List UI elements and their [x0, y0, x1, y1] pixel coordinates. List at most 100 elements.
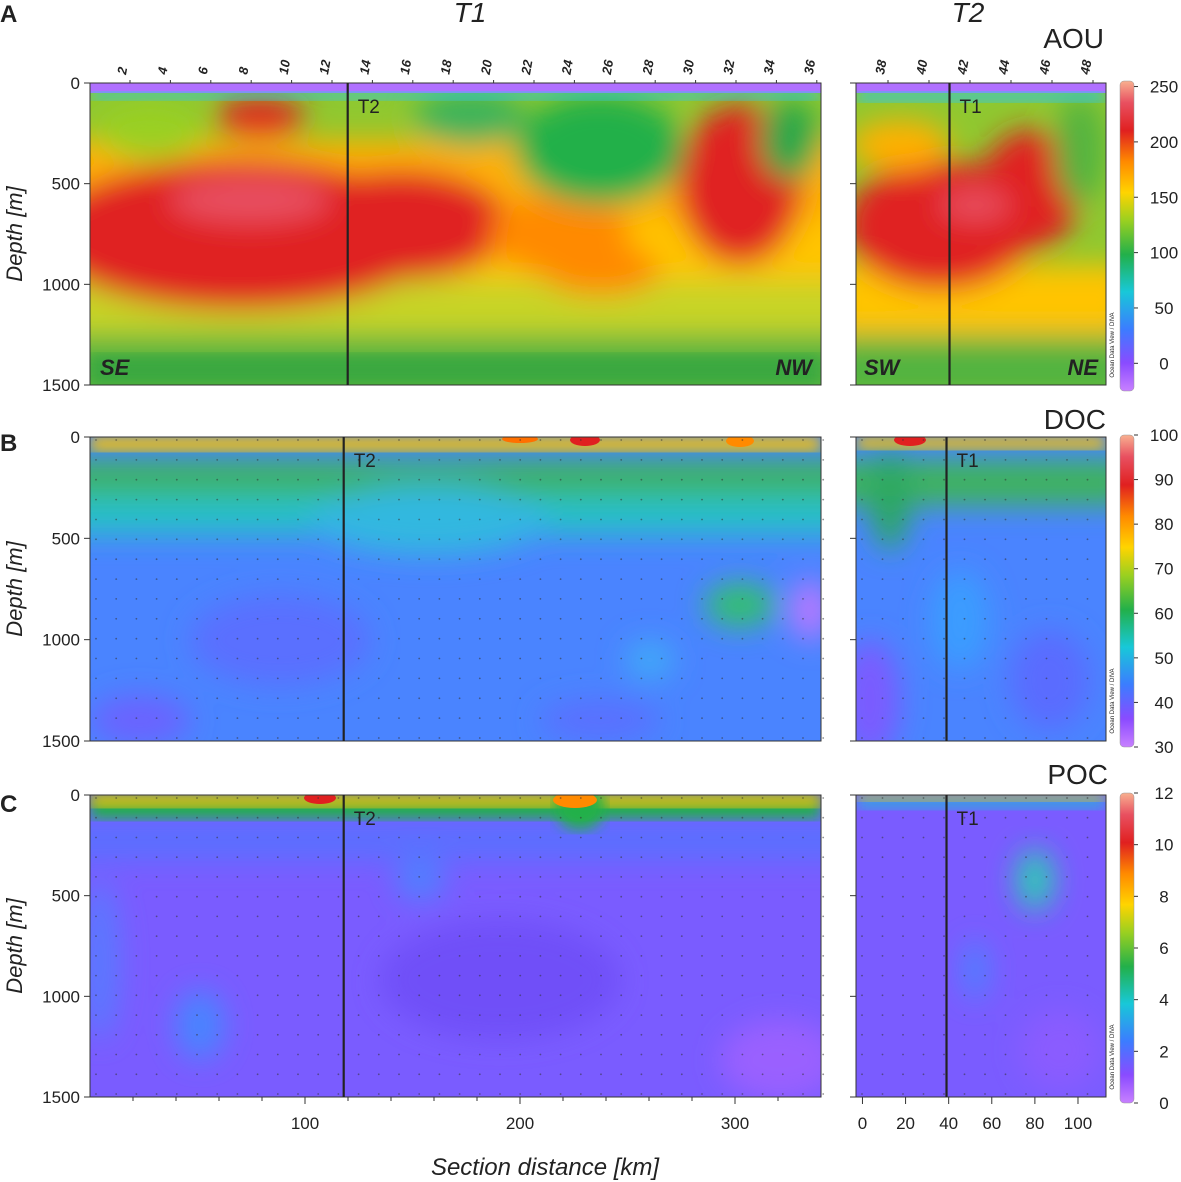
- sample-point: [721, 895, 724, 898]
- sample-point: [943, 1073, 945, 1076]
- doc-t1-frame: [89, 436, 822, 742]
- sample-point: [1025, 955, 1027, 957]
- sample-point: [680, 637, 683, 640]
- sample-point: [499, 935, 501, 937]
- sample-point: [499, 737, 501, 739]
- sample-point: [640, 955, 643, 957]
- sample-point: [1086, 498, 1089, 501]
- sample-point: [196, 737, 198, 739]
- sample-point: [1086, 1093, 1089, 1095]
- sample-point: [640, 816, 643, 819]
- sample-point: [175, 915, 178, 918]
- sample-point: [721, 1033, 724, 1036]
- sample-point: [640, 1053, 643, 1056]
- sample-point: [377, 1073, 380, 1076]
- sample-point: [196, 974, 198, 977]
- sample-point: [600, 974, 602, 977]
- sample-point: [377, 598, 380, 600]
- sample-point: [761, 836, 764, 839]
- sample-point: [539, 478, 542, 481]
- sample-point: [256, 518, 259, 521]
- sample-point: [478, 498, 481, 501]
- sample-point: [539, 935, 542, 937]
- sample-point: [781, 498, 784, 501]
- station-numbers-t1: 2 4 6 8 10 12 14 16 18 20 22 24 26 28 30 32 34 36: [114, 58, 818, 83]
- station-number: 14: [357, 58, 374, 76]
- sample-point: [943, 856, 945, 859]
- sample-point: [478, 617, 481, 620]
- sample-point: [922, 518, 925, 521]
- sample-point: [781, 637, 784, 640]
- sample-point: [216, 876, 219, 878]
- sample-point: [317, 617, 320, 620]
- sample-point: [377, 657, 380, 660]
- sample-point: [741, 797, 744, 799]
- sample-point: [519, 1033, 522, 1036]
- sample-point: [600, 459, 602, 461]
- sample-point: [579, 478, 582, 481]
- sample-point: [1066, 836, 1068, 839]
- sample-point: [1066, 657, 1068, 660]
- sample-point: [922, 737, 925, 739]
- direction-label-se: SE: [100, 355, 131, 380]
- sample-point: [781, 578, 784, 580]
- sample-point: [1004, 1033, 1007, 1036]
- sample-point: [1004, 598, 1007, 600]
- sample-point: [276, 876, 279, 878]
- sample-point: [984, 1053, 986, 1056]
- sample-point: [438, 797, 441, 799]
- sample-point: [741, 558, 744, 561]
- sample-point: [822, 856, 825, 859]
- sample-point: [559, 598, 562, 600]
- direction-label-nw: NW: [775, 355, 814, 380]
- sample-point: [861, 518, 863, 521]
- sample-point: [579, 617, 582, 620]
- sample-point: [115, 1033, 118, 1036]
- sample-point: [620, 538, 623, 541]
- sample-point: [196, 915, 198, 918]
- sample-point: [741, 955, 744, 957]
- sample-point: [861, 974, 863, 977]
- sample-point: [276, 955, 279, 957]
- sample-point: [781, 1014, 784, 1016]
- sample-point: [337, 836, 340, 839]
- sample-point: [741, 1093, 744, 1095]
- station-number: 30: [680, 58, 697, 76]
- sample-point: [701, 459, 703, 461]
- sample-point: [902, 697, 904, 700]
- sample-point: [175, 856, 178, 859]
- sample-point: [438, 836, 441, 839]
- sample-point: [297, 1093, 299, 1095]
- sample-point: [276, 717, 279, 719]
- sample-point: [1004, 974, 1007, 977]
- sample-point: [761, 697, 764, 700]
- sample-point: [680, 657, 683, 660]
- sample-point: [115, 558, 118, 561]
- sample-point: [95, 558, 97, 561]
- sample-point: [741, 598, 744, 600]
- sample-point: [519, 915, 522, 918]
- sample-point: [377, 876, 380, 878]
- sample-point: [881, 1014, 884, 1016]
- sample-point: [701, 1053, 703, 1056]
- sample-point: [337, 578, 340, 580]
- sample-point: [1086, 974, 1089, 977]
- sample-point: [943, 637, 945, 640]
- sample-point: [640, 598, 643, 600]
- station-number: 38: [872, 58, 889, 76]
- sample-point: [297, 637, 299, 640]
- sample-point: [276, 518, 279, 521]
- sample-point: [357, 598, 360, 600]
- sample-point: [579, 1053, 582, 1056]
- sample-point: [1004, 1093, 1007, 1095]
- distance-tick-label: 200: [506, 1114, 534, 1133]
- sample-point: [297, 737, 299, 739]
- sample-point: [499, 1053, 501, 1056]
- sample-point: [660, 1093, 663, 1095]
- sample-point: [922, 439, 925, 441]
- sample-point: [418, 876, 421, 878]
- sample-point: [802, 677, 804, 680]
- colorbar-tick-label: 200: [1150, 133, 1178, 152]
- sample-point: [861, 538, 863, 541]
- sample-point: [701, 518, 703, 521]
